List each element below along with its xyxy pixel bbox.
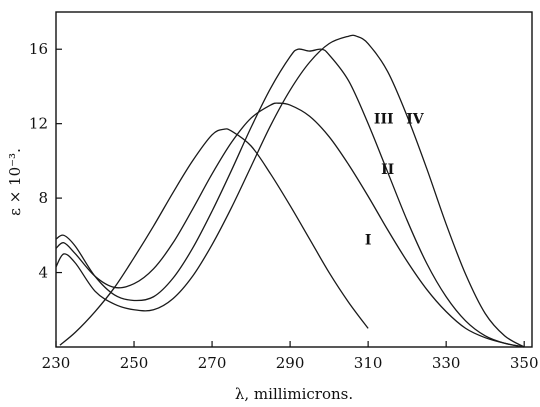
x-tick-label: 350 [510, 354, 539, 372]
y-tick-label: 16 [29, 40, 48, 58]
x-tick-label: 310 [354, 354, 383, 372]
y-axis-title: ε × 10⁻³. [6, 148, 24, 216]
curve-label-i: I [365, 233, 372, 249]
plot-frame [55, 11, 533, 348]
x-tick-label: 330 [432, 354, 461, 372]
series-line-i [59, 128, 369, 346]
y-tick-label: 12 [29, 115, 48, 133]
curves-layer [55, 34, 525, 348]
x-tick-label: 230 [42, 354, 71, 372]
ticks-layer: 230 250 270 290 310 330 350 4 8 12 16 [29, 40, 539, 372]
curve-label-ii: II [381, 162, 394, 178]
y-tick-label: 8 [38, 189, 48, 207]
y-tick-label: 4 [38, 264, 48, 282]
curve-label-iv: IV [406, 112, 425, 128]
curve-label-iii: III [374, 112, 394, 128]
x-axis-title: λ, millimicrons. [235, 385, 353, 403]
x-tick-label: 290 [276, 354, 305, 372]
x-tick-label: 270 [198, 354, 227, 372]
series-line-ii [55, 102, 525, 348]
x-tick-label: 250 [120, 354, 149, 372]
series-line-iv [55, 34, 525, 348]
series-line-iii [55, 48, 525, 348]
